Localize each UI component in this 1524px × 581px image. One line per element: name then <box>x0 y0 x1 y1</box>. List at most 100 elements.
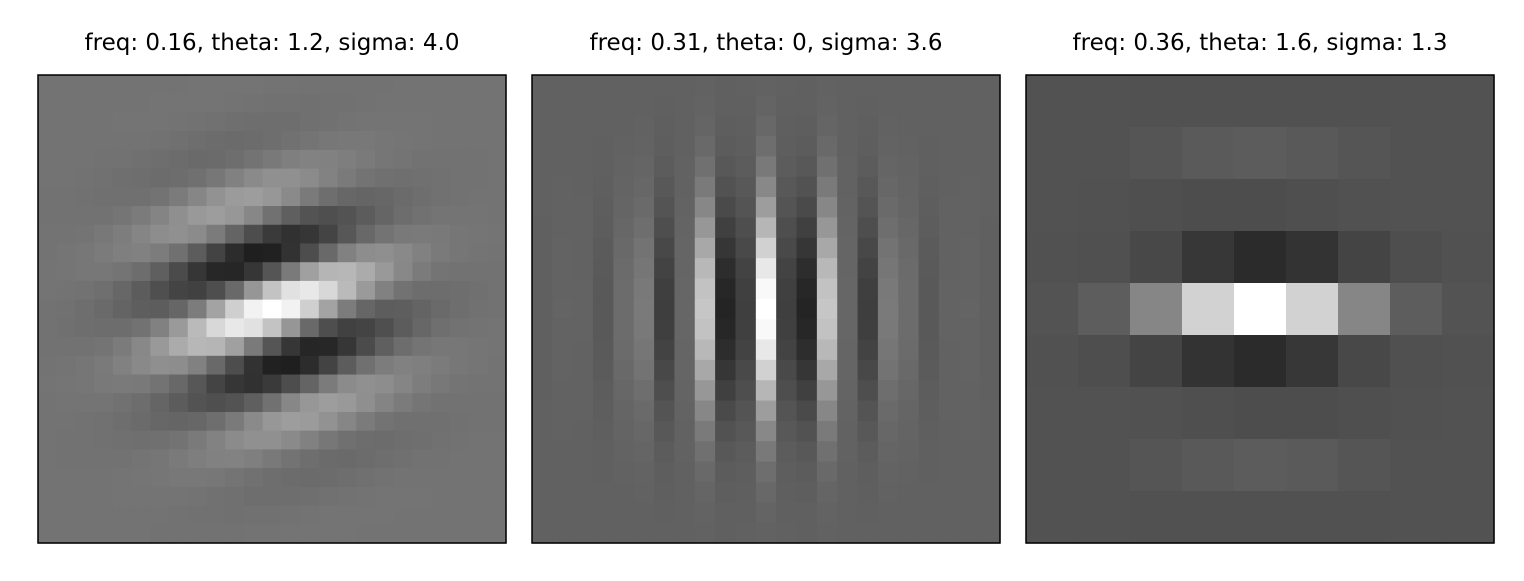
heatmap-cell <box>857 237 879 259</box>
heatmap-cell <box>1026 283 1079 336</box>
heatmap-cell <box>412 206 432 226</box>
heatmap-cell <box>633 481 655 503</box>
heatmap-cell <box>1338 283 1391 336</box>
heatmap-cell <box>816 156 838 178</box>
heatmap-cell <box>337 75 357 95</box>
heatmap-cell <box>449 318 470 338</box>
heatmap-cell <box>715 197 737 219</box>
heatmap-cell <box>552 176 574 198</box>
heatmap-cell <box>593 95 614 117</box>
heatmap-cell <box>755 359 777 381</box>
heatmap-cell <box>633 400 655 422</box>
heatmap-cell <box>572 319 594 341</box>
heatmap-cell <box>816 95 838 117</box>
heatmap-cell <box>837 197 859 219</box>
heatmap-cell <box>38 131 58 151</box>
heatmap-cell <box>337 206 357 226</box>
heatmap-cell <box>38 149 58 170</box>
heatmap-cell <box>431 206 451 226</box>
heatmap-cell <box>938 95 960 117</box>
heatmap-cell <box>262 411 282 432</box>
heatmap-cell <box>979 75 1001 96</box>
heatmap-cell <box>487 224 507 245</box>
heatmap-cell <box>694 197 716 219</box>
heatmap-cell <box>468 149 488 170</box>
heatmap-cell <box>150 168 170 188</box>
panel-2-heatmap <box>532 75 1001 544</box>
heatmap-cell <box>412 318 432 338</box>
heatmap-cell <box>715 502 737 524</box>
heatmap-cell <box>1338 387 1391 440</box>
heatmap-cell <box>1390 387 1443 440</box>
heatmap-cell <box>654 278 676 300</box>
heatmap-cell <box>131 374 151 394</box>
heatmap-cell <box>131 524 151 544</box>
heatmap-cell <box>837 258 859 280</box>
heatmap-cell <box>225 168 245 188</box>
heatmap-cell <box>431 355 451 376</box>
heatmap-cell <box>300 243 320 263</box>
heatmap-cell <box>225 131 245 151</box>
heatmap-cell <box>979 400 1001 422</box>
heatmap-cell <box>112 149 133 170</box>
heatmap-cell <box>877 319 899 341</box>
heatmap-cell <box>300 449 320 469</box>
heatmap-cell <box>735 197 757 219</box>
heatmap-cell <box>412 374 432 394</box>
heatmap-cell <box>56 505 77 525</box>
heatmap-cell <box>75 262 95 282</box>
heatmap-cell <box>715 319 737 341</box>
heatmap-cell <box>281 486 301 507</box>
heatmap-cell <box>633 217 655 239</box>
heatmap-cell <box>613 237 635 259</box>
heatmap-cell <box>918 420 940 442</box>
heatmap-cell <box>1182 335 1235 388</box>
heatmap-cell <box>187 187 208 207</box>
heatmap-cell <box>131 468 151 488</box>
heatmap-cell <box>735 339 757 361</box>
heatmap-cell <box>1442 387 1495 440</box>
heatmap-cell <box>187 112 208 132</box>
heatmap-cell <box>150 337 170 357</box>
heatmap-cell <box>938 136 960 157</box>
heatmap-cell <box>206 468 226 488</box>
heatmap-cell <box>755 258 777 280</box>
heatmap-cell <box>38 224 58 245</box>
heatmap-cell <box>1026 387 1079 440</box>
heatmap-cell <box>393 262 413 282</box>
heatmap-cell <box>374 280 395 301</box>
heatmap-cell <box>393 187 413 207</box>
heatmap-cell <box>552 522 574 544</box>
heatmap-cell <box>300 187 320 207</box>
heatmap-cell <box>857 95 879 117</box>
heatmap-cell <box>38 112 58 132</box>
heatmap-cell <box>552 461 574 483</box>
heatmap-cell <box>613 441 635 463</box>
heatmap-cell <box>796 319 818 341</box>
heatmap-cell <box>337 468 357 488</box>
heatmap-cell <box>532 258 553 280</box>
heatmap-cell <box>735 400 757 422</box>
heatmap-cell <box>337 280 357 301</box>
heatmap-cell <box>674 380 696 402</box>
heatmap-cell <box>694 339 716 361</box>
heatmap-cell <box>318 149 339 170</box>
heatmap-cell <box>613 319 635 341</box>
heatmap-cell <box>75 449 95 469</box>
heatmap-cell <box>393 524 413 544</box>
heatmap-cell <box>243 280 264 301</box>
heatmap-cell <box>112 131 133 151</box>
heatmap-cell <box>94 374 114 394</box>
heatmap-cell <box>1286 439 1339 492</box>
heatmap-cell <box>75 318 95 338</box>
heatmap-cell <box>75 149 95 170</box>
heatmap-cell <box>959 502 981 524</box>
heatmap-cell <box>187 93 208 114</box>
panel-2-frame <box>531 74 1001 544</box>
heatmap-cell <box>898 298 920 320</box>
heatmap-cell <box>112 486 133 507</box>
heatmap-cell <box>225 280 245 301</box>
heatmap-cell <box>796 461 818 483</box>
heatmap-cell <box>75 93 95 114</box>
heatmap-cell <box>857 197 879 219</box>
